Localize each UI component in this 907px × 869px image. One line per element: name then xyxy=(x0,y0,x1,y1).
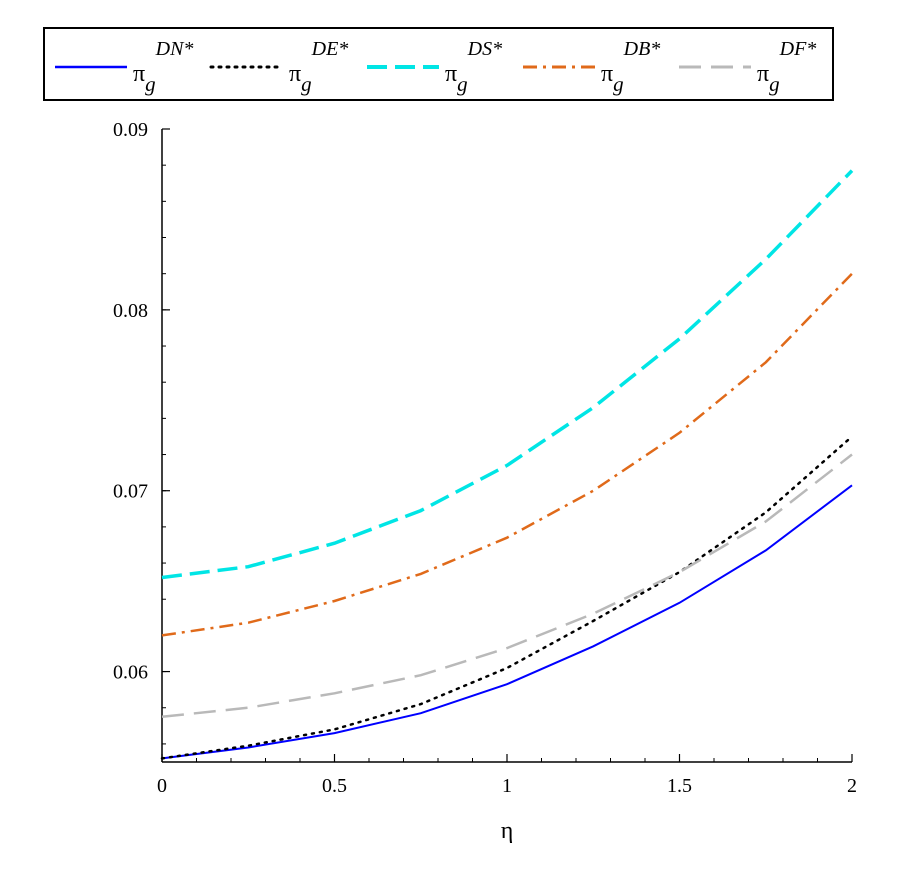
x-tick-label: 0 xyxy=(157,775,167,797)
series-layer xyxy=(160,169,854,760)
y-tick-label: 0.07 xyxy=(113,481,148,503)
legend-label-5: πgDF* xyxy=(757,38,816,96)
x-tick-label: 2 xyxy=(847,775,857,797)
y-tick-label: 0.06 xyxy=(113,662,148,684)
x-tick-label: 0.5 xyxy=(322,775,347,797)
series-line-2 xyxy=(160,435,854,760)
legend: πgDN* πgDE* πgDS* πgDB* πgDF* xyxy=(43,27,834,101)
legend-label-2: πgDE* xyxy=(289,38,348,96)
legend-label-4: πgDB* xyxy=(601,38,660,96)
x-axis-label: η xyxy=(501,818,514,844)
series-line-1 xyxy=(161,484,853,760)
x-tick-label: 1 xyxy=(502,775,512,797)
legend-label-3: πgDS* xyxy=(445,38,502,96)
series-line-5 xyxy=(161,453,853,719)
y-tick-label: 0.09 xyxy=(113,119,148,141)
axes: 0 0.5 1 1.5 2 0.06 0.07 0.08 0.09 xyxy=(113,119,857,797)
series-line-4 xyxy=(161,272,853,637)
legend-entries: πgDN* πgDE* πgDS* πgDB* πgDF* xyxy=(55,38,816,96)
y-tick-label: 0.08 xyxy=(113,300,148,322)
legend-label-1: πgDN* xyxy=(133,38,193,96)
x-tick-label: 1.5 xyxy=(667,775,692,797)
series-line-3 xyxy=(161,169,854,580)
